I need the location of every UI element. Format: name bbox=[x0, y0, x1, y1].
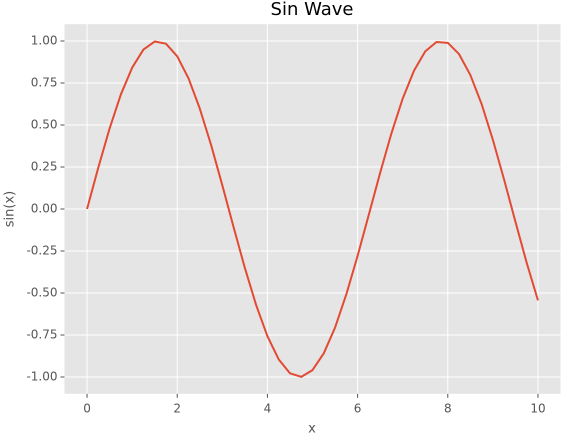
y-tick-label: -1.00 bbox=[26, 370, 57, 384]
chart-title: Sin Wave bbox=[271, 0, 354, 20]
y-tick-label: 1.00 bbox=[31, 34, 58, 48]
y-tick-label: 0.50 bbox=[31, 118, 58, 132]
line-series bbox=[86, 40, 539, 378]
y-axis-label: sin(x) bbox=[3, 191, 18, 227]
y-tick-label: 0.00 bbox=[31, 202, 58, 216]
y-tick-label: -0.25 bbox=[26, 244, 57, 258]
x-tick-label: 10 bbox=[530, 401, 545, 415]
y-tick-label: 0.75 bbox=[31, 76, 58, 90]
x-tick-label: 0 bbox=[83, 401, 91, 415]
y-tick-label: 0.25 bbox=[31, 160, 58, 174]
x-axis-label: x bbox=[308, 422, 316, 434]
x-tick-label: 2 bbox=[173, 401, 181, 415]
x-tick-label: 4 bbox=[264, 401, 272, 415]
x-tick-label: 6 bbox=[354, 401, 362, 415]
x-tick-label: 8 bbox=[444, 401, 452, 415]
y-tick-label: -0.50 bbox=[26, 286, 57, 300]
y-tick-label: -0.75 bbox=[26, 328, 57, 342]
